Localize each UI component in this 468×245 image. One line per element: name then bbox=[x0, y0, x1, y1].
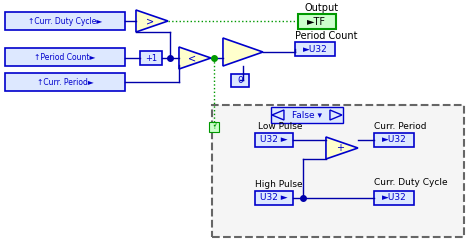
Bar bbox=[5, 73, 125, 91]
Bar bbox=[5, 48, 125, 66]
Text: >: > bbox=[146, 16, 154, 26]
Polygon shape bbox=[136, 10, 168, 32]
Text: Period Count: Period Count bbox=[295, 31, 358, 41]
Text: ?: ? bbox=[212, 122, 216, 132]
Bar bbox=[374, 191, 414, 205]
Text: U32 ►: U32 ► bbox=[260, 194, 288, 202]
Text: ►U32: ►U32 bbox=[381, 135, 406, 145]
Text: ↑Curr. Duty Cycle►: ↑Curr. Duty Cycle► bbox=[28, 16, 102, 25]
Bar bbox=[5, 12, 125, 30]
Text: ↑Period Count►: ↑Period Count► bbox=[34, 52, 95, 61]
Text: ↑Curr. Period►: ↑Curr. Period► bbox=[37, 77, 93, 86]
Polygon shape bbox=[330, 110, 342, 120]
Text: ►U32: ►U32 bbox=[381, 194, 406, 202]
Polygon shape bbox=[179, 47, 211, 69]
Text: Low Pulse: Low Pulse bbox=[258, 122, 302, 132]
Polygon shape bbox=[326, 137, 358, 159]
Bar bbox=[209, 122, 219, 132]
Text: <: < bbox=[188, 53, 196, 63]
Bar bbox=[140, 51, 162, 65]
Bar bbox=[271, 107, 343, 123]
Text: Curr. Duty Cycle: Curr. Duty Cycle bbox=[374, 179, 447, 187]
Text: +: + bbox=[336, 143, 344, 153]
Text: +1: +1 bbox=[145, 53, 157, 62]
Bar bbox=[298, 14, 336, 29]
Bar bbox=[255, 191, 293, 205]
Text: ►U32: ►U32 bbox=[303, 45, 327, 53]
Text: 0: 0 bbox=[237, 76, 243, 85]
Bar bbox=[231, 74, 249, 87]
Polygon shape bbox=[272, 110, 284, 120]
Bar bbox=[212, 105, 464, 237]
Bar bbox=[255, 133, 293, 147]
Text: False ▾: False ▾ bbox=[292, 110, 322, 120]
Bar bbox=[374, 133, 414, 147]
Text: Output: Output bbox=[305, 3, 339, 13]
Text: High Pulse: High Pulse bbox=[255, 181, 303, 189]
Text: Curr. Period: Curr. Period bbox=[374, 122, 426, 132]
Bar bbox=[295, 42, 335, 56]
Text: ►TF: ►TF bbox=[307, 16, 327, 26]
Text: U32 ►: U32 ► bbox=[260, 135, 288, 145]
Polygon shape bbox=[223, 38, 263, 66]
